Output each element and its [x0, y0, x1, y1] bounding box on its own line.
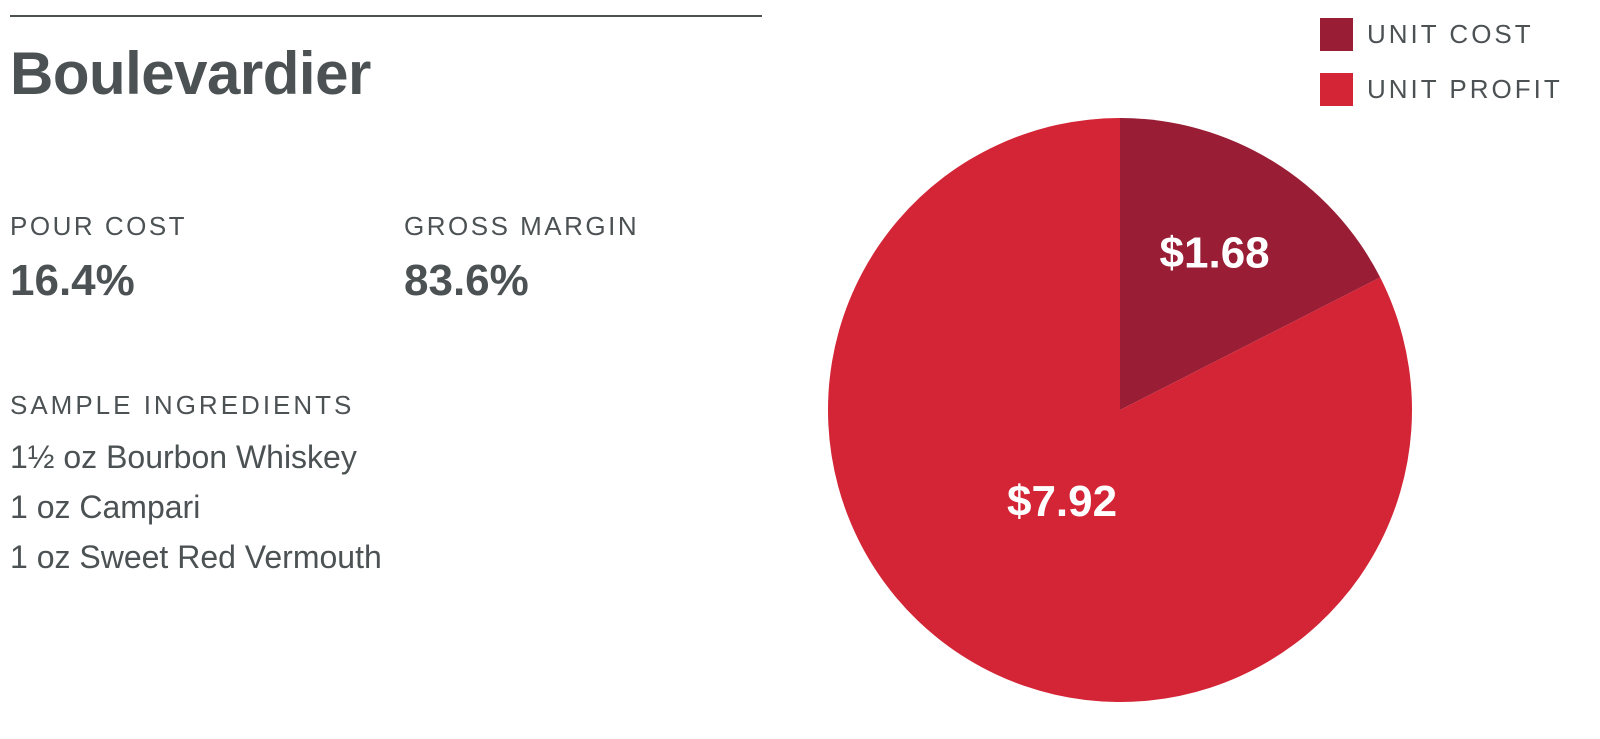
gross-margin-label: GROSS MARGIN — [404, 211, 640, 241]
ingredient-item: 1 oz Campari — [10, 489, 201, 525]
ingredient-item: 1 oz Sweet Red Vermouth — [10, 539, 382, 575]
slice-label-unit-cost: $1.68 — [1160, 228, 1270, 277]
legend-item-unit-cost: UNIT COST — [1320, 18, 1563, 51]
pour-cost-metric: POUR COST 16.4% — [10, 209, 187, 307]
pour-cost-value: 16.4% — [10, 256, 135, 305]
ingredient-item: 1½ oz Bourbon Whiskey — [10, 439, 357, 475]
slice-label-unit-profit: $7.92 — [1007, 477, 1117, 526]
ingredients-heading: SAMPLE INGREDIENTS — [10, 390, 355, 420]
top-divider — [10, 15, 762, 17]
legend-swatch-unit-profit — [1320, 73, 1353, 106]
legend-swatch-unit-cost — [1320, 18, 1353, 51]
legend-label-unit-profit: UNIT PROFIT — [1367, 74, 1563, 104]
pour-cost-label: POUR COST — [10, 211, 188, 241]
pie-chart: $1.68 $7.92 — [827, 118, 1412, 702]
gross-margin-metric: GROSS MARGIN 83.6% — [404, 209, 639, 307]
ingredient-list: 1½ oz Bourbon Whiskey 1 oz Campari 1 oz … — [10, 432, 382, 582]
sample-ingredients: SAMPLE INGREDIENTS 1½ oz Bourbon Whiskey… — [10, 388, 382, 582]
pie-slice-unit-cost — [1120, 118, 1381, 410]
gross-margin-value: 83.6% — [404, 256, 529, 305]
legend-item-unit-profit: UNIT PROFIT — [1320, 73, 1563, 106]
page-title: Boulevardier — [10, 40, 371, 107]
chart-legend: UNIT COST UNIT PROFIT — [1320, 18, 1563, 128]
pie-slice-unit-profit — [827, 118, 1412, 702]
legend-label-unit-cost: UNIT COST — [1367, 19, 1534, 49]
